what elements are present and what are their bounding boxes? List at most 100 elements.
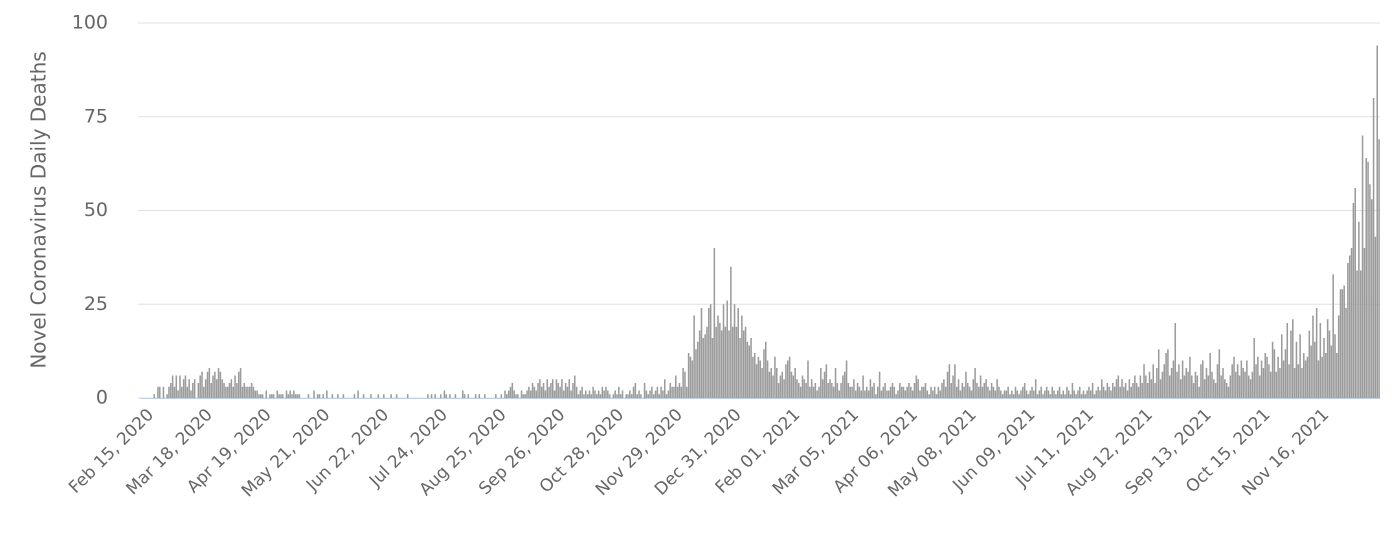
bar: [636, 394, 638, 398]
bar: [746, 341, 749, 398]
bar: [199, 375, 201, 398]
bar: [1220, 375, 1222, 398]
bar: [1280, 334, 1283, 398]
bar: [792, 375, 795, 398]
bar: [331, 394, 334, 398]
bar: [1049, 394, 1052, 398]
bar: [715, 326, 717, 398]
bar: [744, 326, 747, 398]
y-tick-label: 75: [84, 105, 108, 127]
bar: [706, 326, 708, 398]
bar: [981, 386, 984, 398]
bar: [957, 379, 960, 398]
bar: [733, 304, 736, 398]
bar: [865, 386, 868, 398]
bar: [1345, 308, 1347, 398]
bar: [708, 308, 710, 398]
bar: [259, 394, 262, 398]
bar: [1218, 349, 1221, 398]
bar: [1161, 371, 1164, 398]
bar: [742, 330, 745, 398]
bar: [656, 386, 659, 398]
bar: [1354, 188, 1356, 398]
bar: [1031, 386, 1033, 398]
bar: [1132, 383, 1134, 398]
bar: [761, 368, 763, 398]
bar: [1062, 390, 1065, 398]
bar: [1077, 390, 1079, 398]
bar: [495, 394, 497, 398]
bar: [709, 304, 712, 398]
bar: [179, 375, 181, 398]
bar: [562, 390, 565, 398]
bar: [781, 371, 784, 398]
bar: [1233, 356, 1235, 398]
bar: [276, 390, 279, 398]
bar: [888, 390, 890, 398]
bar: [1216, 364, 1219, 398]
bar: [1038, 390, 1041, 398]
bar: [1130, 386, 1132, 398]
bar: [500, 394, 503, 398]
bar: [1135, 383, 1138, 398]
bar: [265, 390, 268, 398]
bar: [667, 390, 670, 398]
bar: [236, 383, 238, 398]
bar: [1202, 360, 1204, 398]
bar: [531, 383, 534, 398]
bar: [1167, 349, 1169, 398]
bar: [1078, 386, 1081, 398]
bar: [247, 386, 249, 398]
bar: [603, 390, 605, 398]
bar: [937, 386, 940, 398]
bar: [282, 394, 284, 398]
y-axis-label: Novel Coronavirus Daily Deaths: [27, 51, 51, 368]
bar: [342, 394, 345, 398]
bar: [1260, 360, 1263, 398]
bar: [445, 394, 448, 398]
bar: [575, 386, 578, 398]
bar: [851, 386, 853, 398]
bar: [974, 368, 976, 398]
bar: [1187, 371, 1189, 398]
bar: [1343, 285, 1345, 398]
bar: [862, 375, 864, 398]
bar: [671, 386, 673, 398]
bar: [296, 394, 299, 398]
bar: [1370, 199, 1373, 398]
bar: [208, 368, 211, 398]
bar: [1128, 379, 1131, 398]
bar: [660, 386, 662, 398]
bar: [583, 394, 585, 398]
bar: [798, 383, 800, 398]
bar: [823, 371, 826, 398]
bar: [711, 338, 714, 398]
bar: [1148, 371, 1151, 398]
bar: [1001, 394, 1004, 398]
bar: [658, 394, 661, 398]
bar: [1367, 161, 1369, 398]
bar: [612, 394, 615, 398]
bar: [768, 371, 771, 398]
bar: [511, 383, 514, 398]
bar: [515, 394, 517, 398]
bar: [1181, 360, 1184, 398]
bar: [965, 371, 967, 398]
bar: [889, 386, 892, 398]
bar: [535, 390, 537, 398]
bar: [1328, 330, 1331, 398]
bar: [188, 379, 190, 398]
bar: [1117, 375, 1120, 398]
bar: [1056, 390, 1059, 398]
bar: [801, 375, 804, 398]
bar: [570, 390, 572, 398]
bar: [252, 386, 255, 398]
bar: [1091, 383, 1094, 398]
bar: [430, 394, 433, 398]
bar: [1044, 390, 1046, 398]
bar: [1222, 368, 1224, 398]
bar: [287, 394, 290, 398]
bar: [757, 356, 760, 398]
bar: [294, 394, 297, 398]
bar: [1326, 319, 1329, 398]
